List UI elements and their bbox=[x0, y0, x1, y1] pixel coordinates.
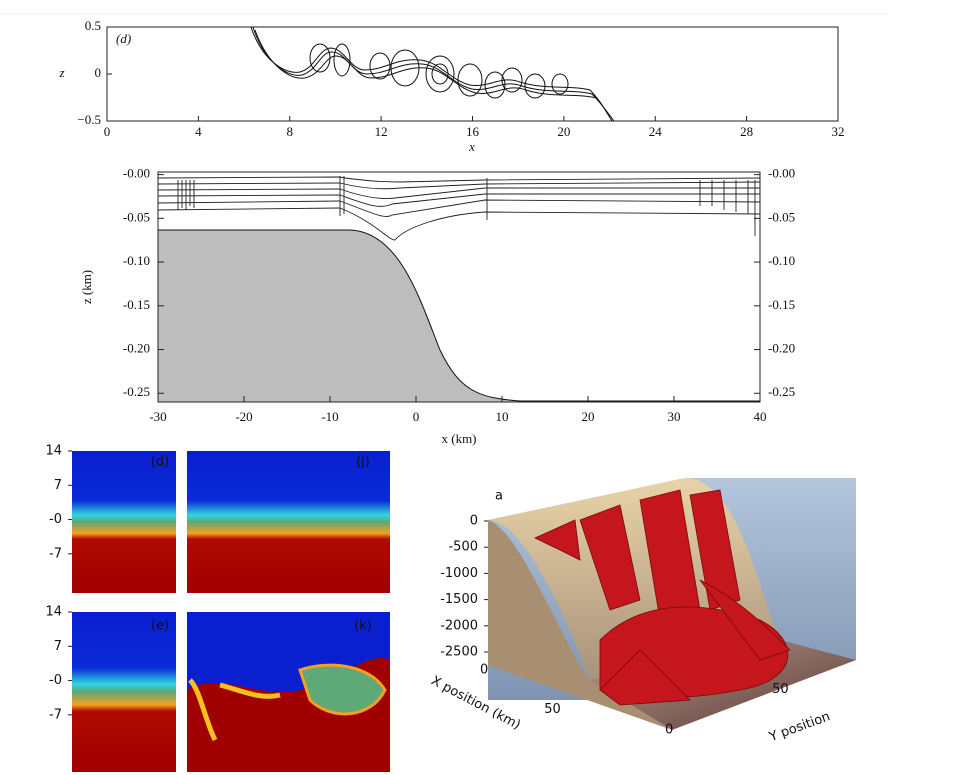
x-tick-label: 28 bbox=[740, 124, 753, 139]
subpanel-label: (j) bbox=[356, 455, 370, 470]
x-tick-label: 30 bbox=[668, 409, 681, 424]
y-axis-label: Y position bbox=[766, 709, 832, 745]
y2-tick-label: -0.10 bbox=[768, 253, 795, 268]
y-tick-label: -0.15 bbox=[123, 297, 150, 312]
billow bbox=[188, 678, 281, 742]
z-tick-label: 0 bbox=[470, 514, 478, 529]
y-tick-label: 0 bbox=[665, 723, 673, 738]
panel-top: 0 4 8 12 16 20 24 28 32−0.500.5xz(d) bbox=[58, 18, 844, 154]
y-tick-label: 0 bbox=[95, 65, 102, 80]
billow bbox=[298, 663, 387, 716]
y-axis-label: z bbox=[58, 65, 64, 80]
z-tick-label: -1000 bbox=[440, 566, 478, 581]
x-tick-label: 40 bbox=[754, 409, 767, 424]
z-tick-label: -500 bbox=[448, 540, 478, 555]
y-tick-label: -0.00 bbox=[123, 166, 150, 181]
x-tick-label: 20 bbox=[582, 409, 595, 424]
wall-left bbox=[488, 520, 672, 730]
plot-frame bbox=[106, 26, 839, 122]
field bbox=[72, 451, 176, 593]
y2-tick-label: -0.15 bbox=[768, 297, 795, 312]
y-tick-label: 14 bbox=[45, 605, 62, 620]
panel-mid: -30 -20 -10 0 10 20 30 40 -0.00 -0.00 -0.05 -0.05 -0… bbox=[79, 166, 795, 446]
y-tick-label: -0 bbox=[49, 512, 62, 527]
subpanel-label: (d) bbox=[151, 455, 169, 470]
y2-tick-label: -0.20 bbox=[768, 341, 795, 356]
x-tick-label: 12 bbox=[375, 124, 388, 139]
x-tick-label: 4 bbox=[195, 124, 202, 139]
x-tick-label: 50 bbox=[544, 702, 561, 717]
y-tick-label: 0.5 bbox=[85, 18, 101, 33]
subpanel-label: (k) bbox=[354, 619, 372, 634]
seabed bbox=[157, 229, 761, 403]
y-tick-label: 14 bbox=[45, 444, 62, 459]
y2-tick-label: -0.25 bbox=[768, 384, 795, 399]
x-tick-label: -20 bbox=[235, 409, 252, 424]
contours bbox=[250, 26, 615, 122]
plot-frame bbox=[157, 171, 761, 403]
y-tick-label: -7 bbox=[49, 546, 62, 561]
y2-tick-label: -0.05 bbox=[768, 209, 795, 224]
field bbox=[187, 451, 390, 593]
y-tick-label: -0 bbox=[49, 673, 62, 688]
x-tick-label: 0 bbox=[104, 124, 111, 139]
y-tick-label: 7 bbox=[54, 639, 62, 654]
y-tick-label: -0.25 bbox=[123, 384, 150, 399]
x-tick-label: -30 bbox=[149, 409, 166, 424]
y-tick-label: -7 bbox=[49, 707, 62, 722]
panel-label: (d) bbox=[116, 31, 131, 46]
z-tick-label: -2500 bbox=[440, 645, 478, 660]
x-tick-label: 20 bbox=[557, 124, 570, 139]
panel-fields: 14 7 -0 -7 14 7 -0 -7 (d) (j) (e) (k) bbox=[45, 444, 390, 772]
z-tick-label: -1500 bbox=[440, 592, 478, 607]
y-tick-label: -0.20 bbox=[123, 341, 150, 356]
x-tick-label: 0 bbox=[480, 663, 488, 678]
y2-tick-label: -0.00 bbox=[768, 166, 795, 181]
x-tick-label: 10 bbox=[496, 409, 509, 424]
x-tick-label: -10 bbox=[321, 409, 338, 424]
subpanel-label: (e) bbox=[151, 619, 169, 634]
y-tick-label: -0.05 bbox=[123, 209, 150, 224]
x-tick-label: 24 bbox=[649, 124, 663, 139]
isosurface bbox=[534, 489, 791, 706]
y-tick-label: -0.10 bbox=[123, 253, 150, 268]
x-tick-label: 0 bbox=[413, 409, 420, 424]
panel-label: a bbox=[495, 489, 503, 504]
y-tick-label: −0.5 bbox=[77, 112, 101, 127]
x-tick-label: 16 bbox=[466, 124, 480, 139]
y-tick-label: 50 bbox=[772, 682, 789, 697]
x-axis-label: x (km) bbox=[441, 431, 476, 446]
isopycnals bbox=[157, 176, 761, 241]
y-tick-label: 7 bbox=[54, 478, 62, 493]
z-tick-label: -2000 bbox=[440, 618, 478, 633]
x-tick-label: 32 bbox=[832, 124, 845, 139]
y-axis-label: z (km) bbox=[79, 270, 94, 304]
field bbox=[72, 612, 176, 772]
x-tick-label: 8 bbox=[287, 124, 294, 139]
x-axis-label: x bbox=[468, 139, 475, 154]
